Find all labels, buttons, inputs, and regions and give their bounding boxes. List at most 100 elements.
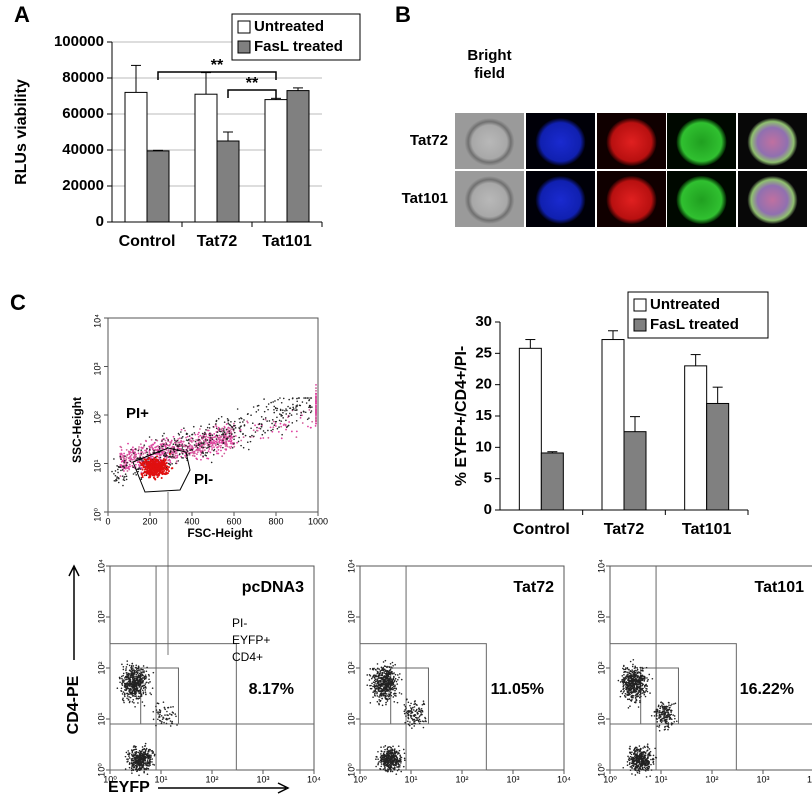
dot — [127, 750, 130, 752]
dot — [634, 682, 636, 684]
dot — [129, 684, 131, 686]
dot — [643, 754, 645, 756]
dot — [148, 762, 151, 764]
dot — [377, 758, 379, 760]
y-tick-label: 10⁰ — [596, 763, 606, 777]
dot — [182, 445, 185, 448]
dot — [127, 760, 129, 762]
dot — [164, 455, 167, 458]
error-bar — [271, 97, 281, 100]
dot — [272, 426, 275, 429]
dot — [120, 466, 123, 469]
dot — [637, 674, 639, 677]
dot — [652, 757, 654, 760]
dot — [208, 441, 210, 444]
dot — [197, 431, 200, 434]
dot — [641, 692, 644, 694]
dot — [153, 449, 155, 452]
dot — [412, 714, 415, 717]
dot — [648, 766, 650, 769]
dot — [374, 692, 376, 695]
dot — [287, 424, 290, 427]
dot — [158, 456, 160, 459]
error-bar — [690, 354, 701, 366]
dot — [132, 446, 134, 449]
dot — [381, 697, 383, 700]
dot — [141, 746, 144, 748]
y-tick-label: 10⁰ — [96, 763, 106, 777]
dot — [132, 746, 135, 748]
dot — [385, 754, 387, 757]
dot — [629, 660, 632, 663]
dot — [142, 674, 144, 677]
dot — [305, 397, 307, 399]
dot — [189, 443, 192, 446]
dot — [171, 446, 174, 449]
cell — [676, 176, 727, 224]
dot — [216, 452, 218, 455]
dot — [634, 671, 637, 674]
dot — [220, 441, 223, 444]
bar — [684, 365, 708, 511]
dot — [388, 671, 391, 674]
dot — [413, 725, 416, 727]
dot — [124, 473, 127, 475]
dot — [135, 673, 138, 676]
dot — [407, 716, 410, 719]
dot — [158, 719, 161, 722]
dot — [387, 746, 390, 748]
dot — [369, 674, 372, 677]
dot — [202, 446, 205, 449]
dot — [161, 471, 164, 474]
dot — [201, 442, 203, 444]
dot — [644, 756, 646, 759]
dot — [268, 420, 271, 422]
x-tick-label: 10⁴ — [557, 774, 571, 784]
dot — [170, 452, 173, 455]
dot — [156, 439, 159, 442]
dot — [278, 419, 281, 422]
dot — [227, 419, 229, 422]
dot — [402, 765, 405, 768]
dot — [143, 474, 146, 477]
dot — [632, 670, 634, 673]
dot — [648, 748, 651, 750]
dot — [225, 432, 228, 435]
dot — [119, 455, 122, 458]
dot — [151, 446, 153, 449]
dot — [136, 457, 139, 460]
dot — [629, 752, 632, 755]
dot — [395, 762, 397, 765]
dot — [634, 665, 636, 668]
dot — [204, 433, 207, 435]
dot — [230, 436, 233, 439]
dot — [375, 674, 377, 676]
x-tick-label: 10⁴ — [307, 774, 321, 784]
dot — [642, 690, 645, 692]
dot — [647, 761, 649, 763]
bar — [216, 140, 240, 223]
dot — [184, 454, 187, 457]
dot — [639, 672, 642, 675]
dot — [149, 446, 152, 449]
dot — [138, 774, 140, 777]
dot — [642, 747, 644, 749]
dot — [138, 465, 141, 468]
dot — [384, 692, 387, 694]
dot — [315, 422, 317, 425]
dot — [382, 768, 385, 770]
dot — [208, 445, 211, 448]
dot — [403, 759, 406, 762]
dot — [627, 691, 630, 694]
dot — [280, 425, 283, 428]
dot — [221, 433, 223, 436]
dot — [282, 397, 285, 400]
dot — [216, 443, 219, 446]
dot — [654, 756, 657, 759]
dot — [634, 696, 637, 699]
dot — [135, 474, 138, 476]
dot — [315, 415, 317, 417]
dot — [386, 698, 389, 701]
dot — [149, 692, 151, 694]
dot — [623, 673, 625, 676]
